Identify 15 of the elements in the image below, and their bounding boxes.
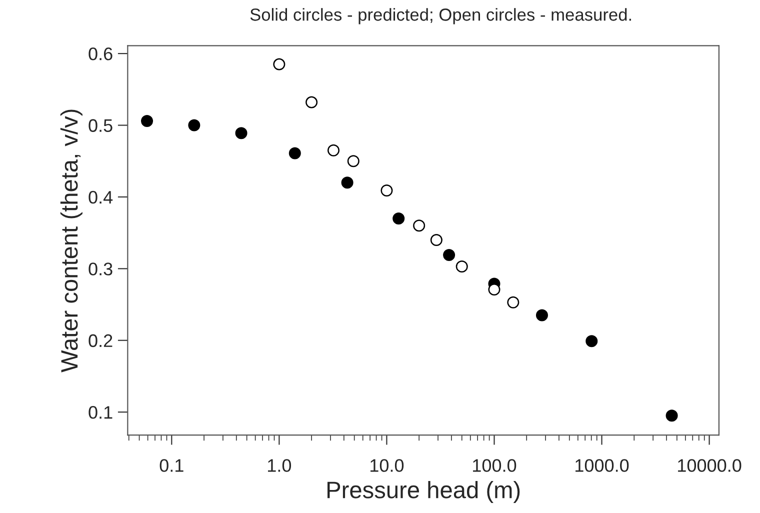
x-tick-label: 1.0 bbox=[268, 459, 292, 472]
x-tick-label: 1000.0 bbox=[576, 459, 629, 472]
x-axis-title: Pressure head (m) bbox=[328, 481, 520, 504]
x-tick-label: 10000.0 bbox=[678, 459, 742, 472]
y-tick-label: 0.4 bbox=[88, 190, 113, 204]
x-tick-label: 100.0 bbox=[473, 459, 516, 472]
y-tick-label: 0.2 bbox=[88, 334, 112, 348]
y-axis-title: Water content (theta, v/v) bbox=[60, 110, 82, 372]
y-tick-label: 0.6 bbox=[88, 47, 112, 60]
x-tick-label: 10.0 bbox=[370, 459, 404, 472]
y-tick-label: 0.1 bbox=[88, 406, 112, 419]
chart-title: Solid circles - predicted; Open circles - measured. bbox=[250, 8, 632, 24]
y-tick-label: 0.5 bbox=[88, 119, 112, 132]
x-tick-label: 0.1 bbox=[160, 459, 184, 472]
y-tick-label: 0.3 bbox=[88, 262, 112, 276]
